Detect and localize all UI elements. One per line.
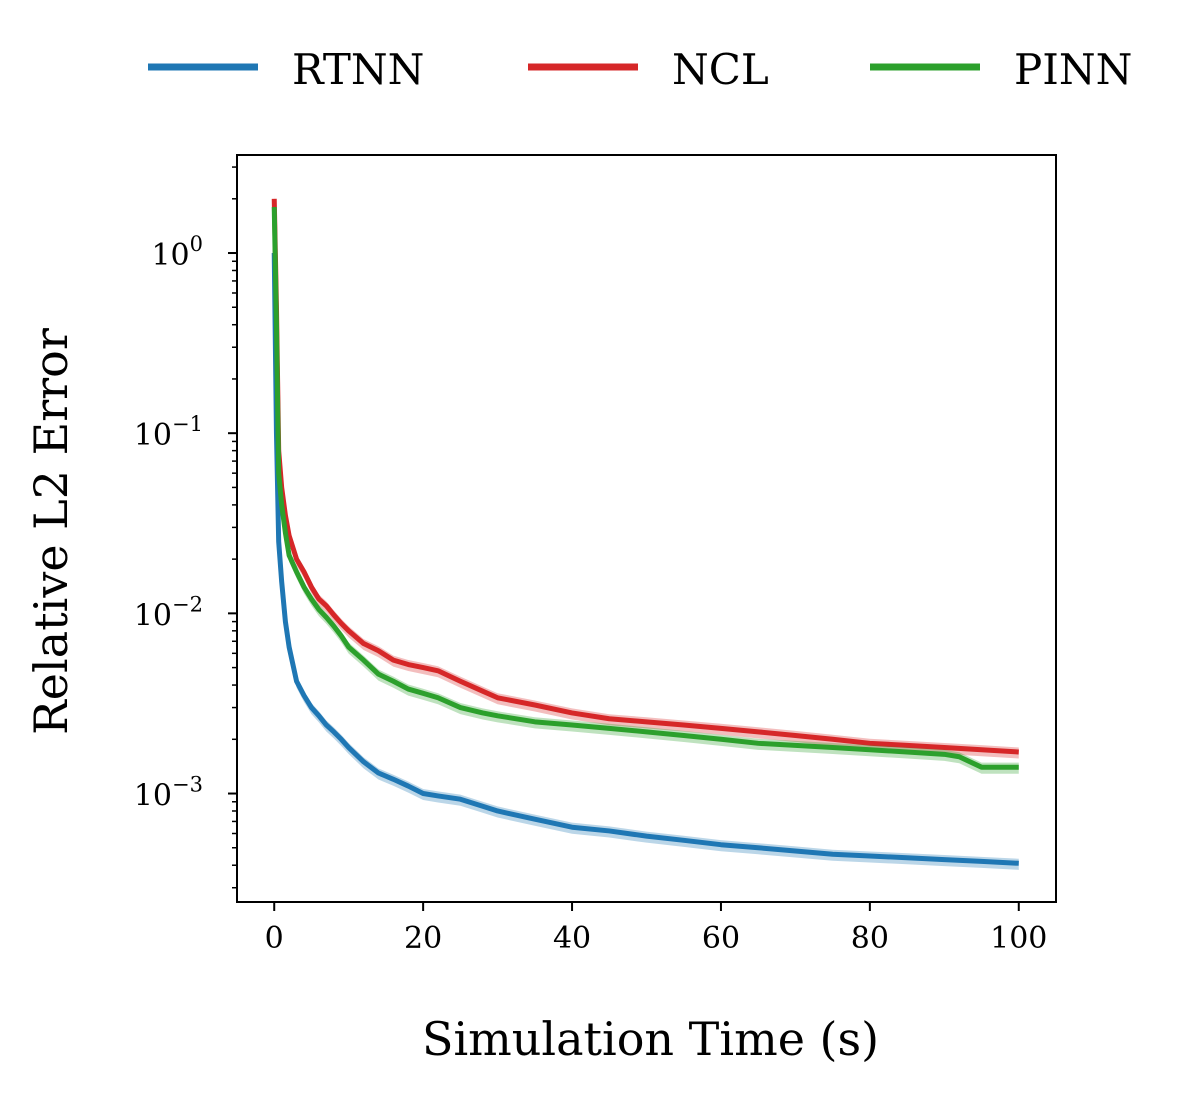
- legend-label-pinn: PINN: [1014, 45, 1132, 94]
- x-tick-label: 40: [553, 921, 591, 956]
- series-line-pinn: [271, 206, 1019, 770]
- plot-frame: [236, 154, 1057, 903]
- legend-item-pinn: PINN: [870, 45, 1132, 94]
- legend-item-rtnn: RTNN: [148, 45, 424, 94]
- x-axis-title: Simulation Time (s): [422, 1012, 879, 1066]
- x-tick-label: 20: [404, 921, 442, 956]
- series-line-rtnn: [271, 252, 1019, 866]
- legend-item-ncl: NCL: [528, 45, 769, 94]
- band-pinn: [274, 202, 1019, 774]
- legend-label-rtnn: RTNN: [292, 45, 424, 94]
- y-axis: 100 10−1 10−2 10−3: [134, 166, 237, 889]
- plot-series: [271, 194, 1019, 870]
- x-axis: 0 20 40 60 80 100: [265, 902, 1047, 956]
- y-axis-title: Relative L2 Error: [24, 328, 78, 735]
- x-tick-label: 0: [265, 921, 284, 956]
- y-tick-label: 10−2: [134, 592, 203, 633]
- legend: RTNN NCL PINN: [148, 45, 1132, 94]
- series-line-ncl: [271, 198, 1019, 755]
- x-tick-label: 60: [702, 921, 740, 956]
- y-tick-label: 100: [151, 232, 203, 273]
- x-tick-label: 80: [851, 921, 889, 956]
- legend-label-ncl: NCL: [672, 45, 769, 94]
- y-tick-label: 10−1: [134, 412, 203, 453]
- y-tick-label: 10−3: [134, 773, 203, 814]
- x-tick-label: 100: [990, 921, 1047, 956]
